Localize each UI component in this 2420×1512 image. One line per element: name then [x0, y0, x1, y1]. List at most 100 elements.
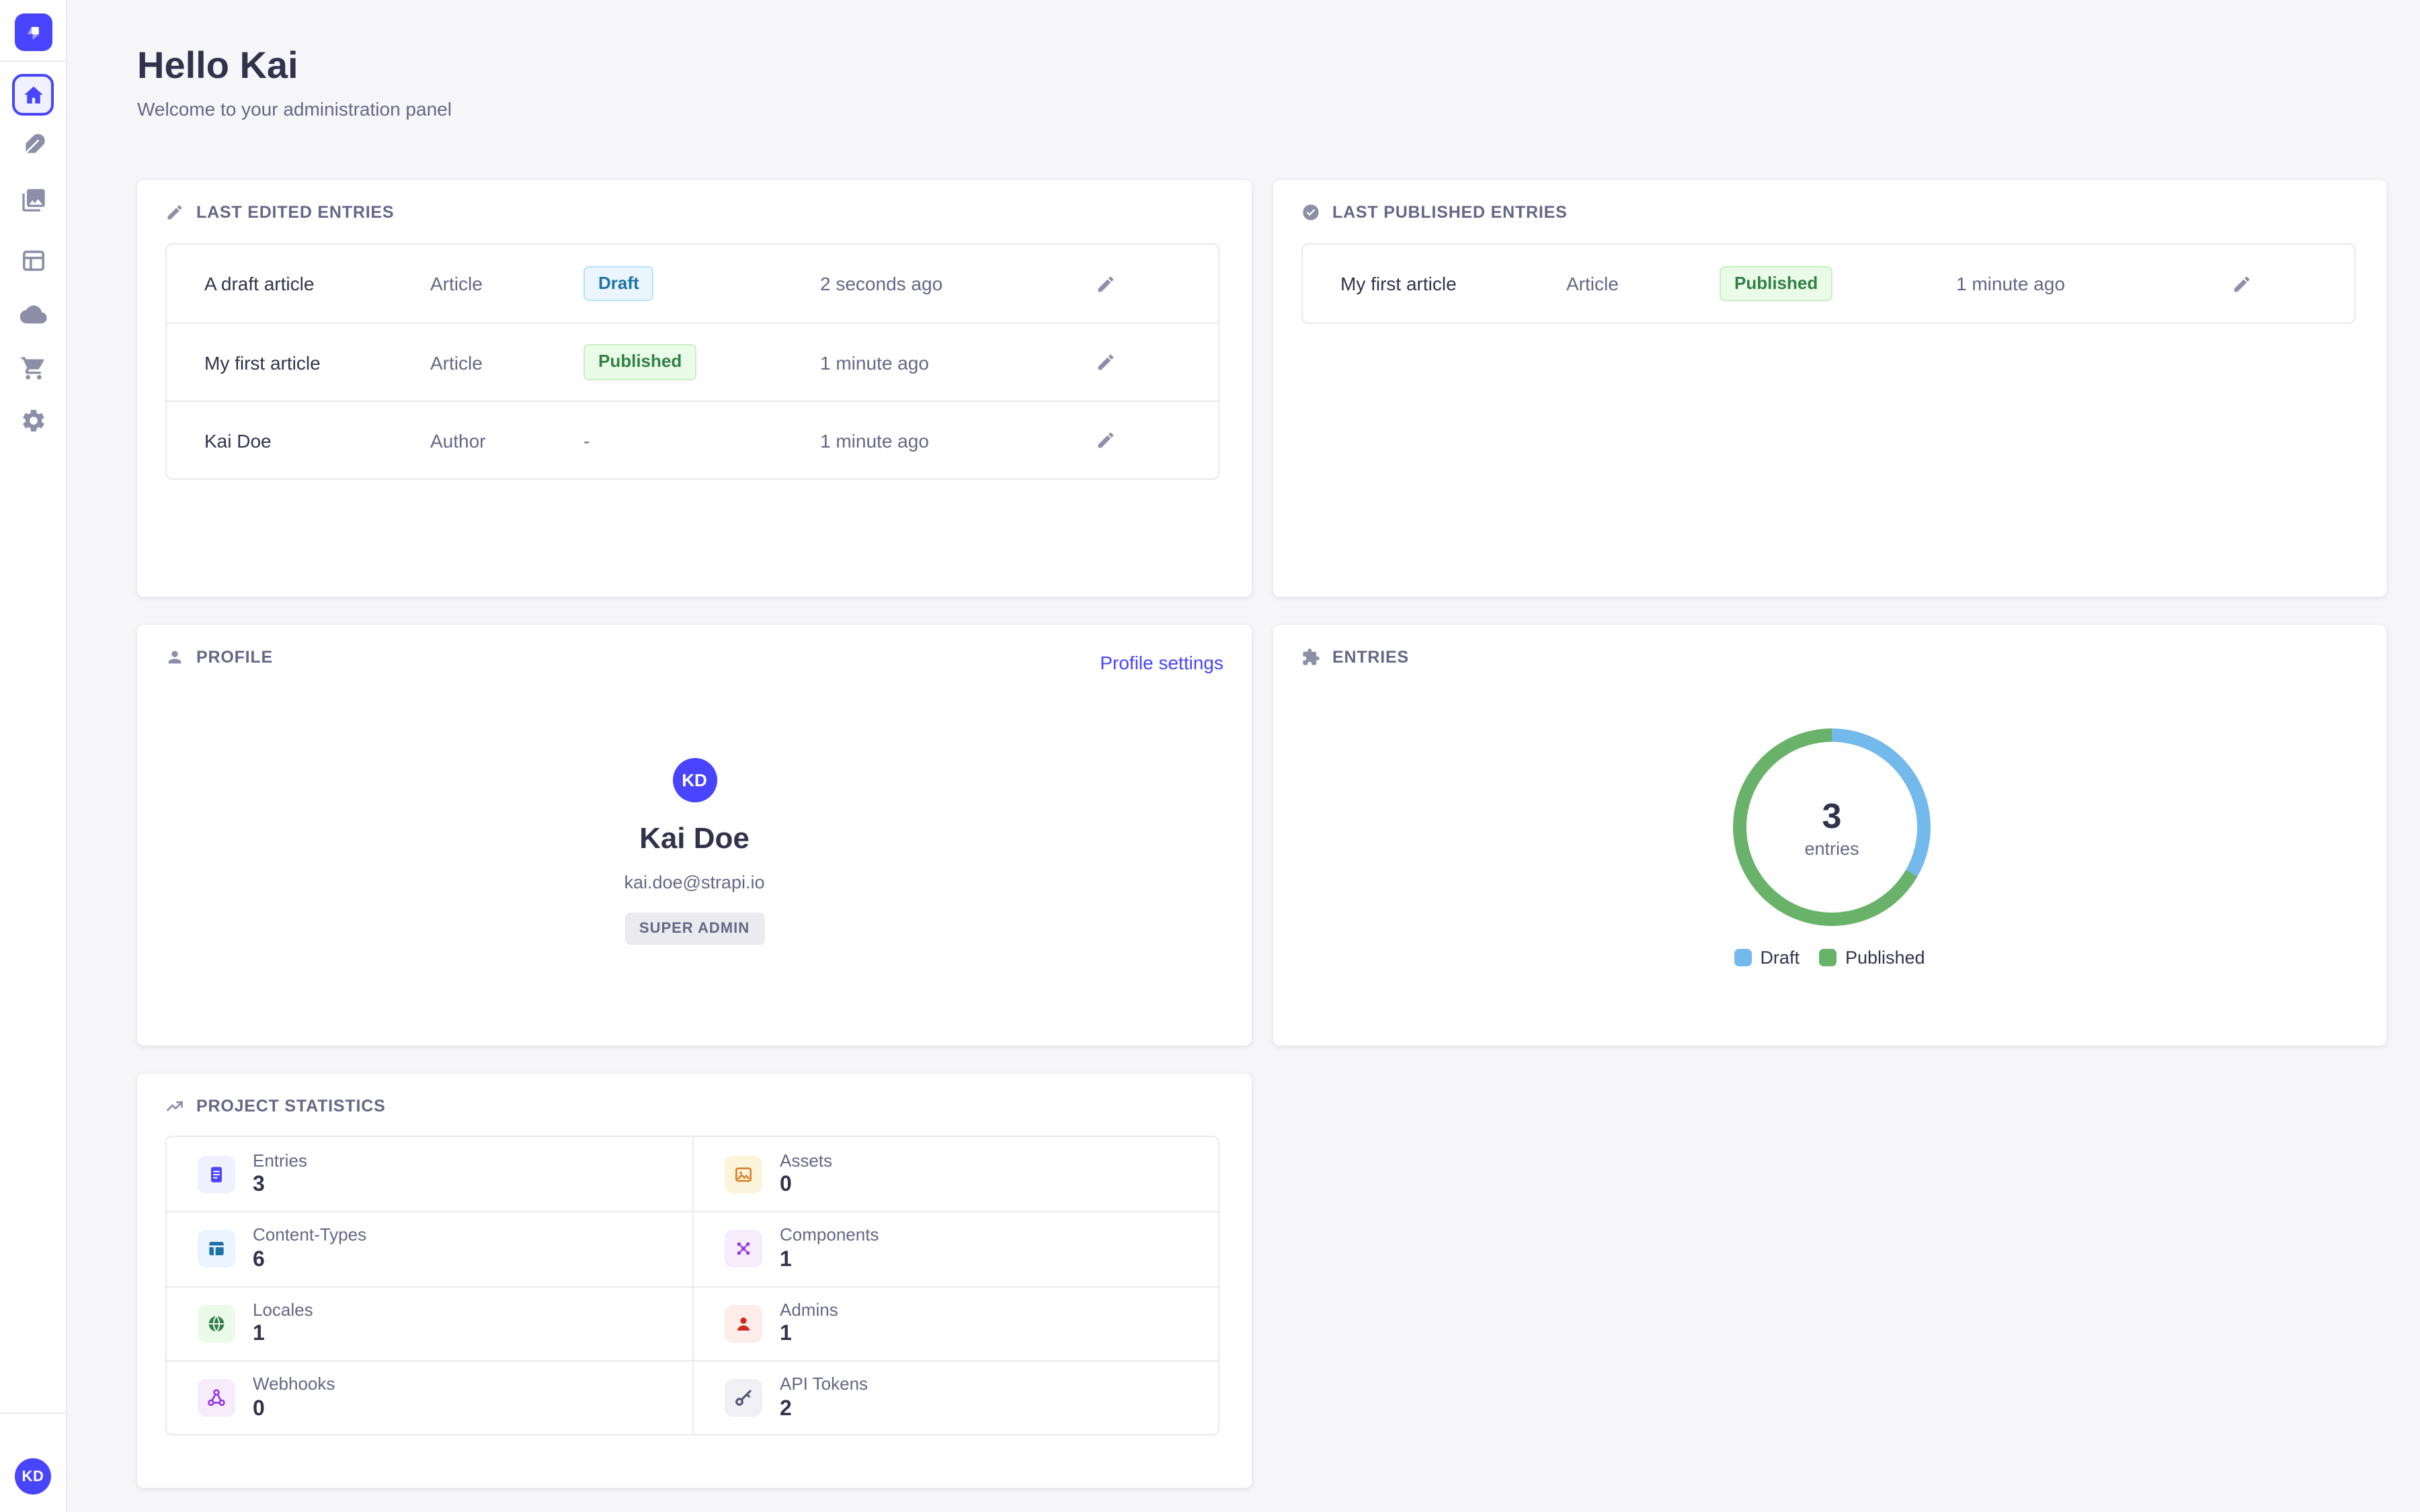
pencil-icon	[1097, 354, 1113, 370]
entries-donut: 3 entries	[1733, 728, 1931, 926]
feather-icon	[24, 134, 45, 155]
home-icon	[24, 85, 42, 103]
cloud-icon	[20, 305, 47, 324]
entry-time: 1 minute ago	[1956, 273, 2065, 294]
sidebar-item-content-manager[interactable]	[0, 132, 67, 159]
profile-settings-link[interactable]: Profile settings	[1100, 652, 1223, 673]
person-icon	[725, 1304, 762, 1343]
entry-name: My first article	[1340, 273, 1457, 294]
entry-time: 1 minute ago	[820, 429, 929, 451]
sidebar-item-deploy[interactable]	[0, 301, 67, 328]
entry-type: Article	[430, 351, 483, 373]
stat-value: 1	[253, 1322, 265, 1346]
entries-title: ENTRIES	[1332, 648, 1409, 667]
layout-icon	[23, 250, 44, 271]
profile-header: PROFILE	[165, 648, 273, 667]
legend-swatch-published	[1819, 949, 1837, 966]
last-edited-table: A draft article Article Draft 2 seconds …	[165, 243, 1219, 480]
sidebar-user-avatar[interactable]: KD	[15, 1458, 51, 1495]
strapi-logo-icon	[28, 27, 39, 40]
stat-label: Assets	[780, 1150, 833, 1171]
project-statistics-card: PROJECT STATISTICS Entries 3 Assets 0	[137, 1074, 1252, 1488]
last-edited-entries-card: LAST EDITED ENTRIES A draft article Arti…	[137, 180, 1252, 597]
profile-name: Kai Doe	[639, 821, 750, 855]
stat-label: Content-Types	[253, 1224, 367, 1245]
page-subtitle: Welcome to your administration panel	[137, 98, 452, 120]
edit-entry-button[interactable]	[1089, 346, 1121, 378]
globe-icon	[198, 1304, 235, 1343]
sidebar-divider-top	[0, 60, 66, 62]
legend-label: Draft	[1760, 948, 1800, 968]
gear-icon	[23, 409, 44, 432]
sidebar-item-media-library[interactable]	[0, 187, 67, 214]
edit-entry-button[interactable]	[1089, 424, 1121, 456]
puzzle-icon	[1303, 648, 1320, 665]
stat-admins: Admins 1	[692, 1286, 1218, 1360]
entry-name: Kai Doe	[204, 429, 272, 451]
strapi-logo[interactable]	[15, 13, 52, 51]
status-badge: Published	[583, 344, 697, 380]
edit-entry-button[interactable]	[2225, 267, 2257, 300]
stat-value: 3	[253, 1173, 265, 1197]
stat-assets: Assets 0	[692, 1137, 1218, 1212]
stat-label: Components	[780, 1224, 879, 1245]
donut-center: 3 entries	[1733, 728, 1931, 926]
status-badge: Published	[1720, 265, 1833, 302]
sidebar-item-content-type-builder[interactable]	[0, 247, 67, 274]
legend-item-published: Published	[1819, 948, 1925, 968]
stat-label: API Tokens	[780, 1373, 869, 1394]
stat-value: 1	[780, 1249, 792, 1272]
pencil-icon	[1097, 432, 1113, 448]
stat-value: 0	[253, 1397, 265, 1421]
entry-time: 1 minute ago	[820, 351, 929, 373]
legend-item-draft: Draft	[1734, 948, 1800, 968]
last-published-title: LAST PUBLISHED ENTRIES	[1332, 203, 1568, 222]
images-icon	[22, 189, 45, 212]
pencil-icon	[167, 205, 182, 220]
last-edited-header: LAST EDITED ENTRIES	[165, 203, 394, 222]
sidebar: KD	[0, 0, 67, 1512]
trending-up-icon	[167, 1101, 183, 1111]
entry-name: My first article	[204, 351, 321, 373]
stat-value: 1	[780, 1322, 792, 1346]
stat-label: Entries	[253, 1150, 307, 1171]
status-empty: -	[583, 429, 590, 451]
donut-total: 3	[1822, 796, 1842, 836]
stat-value: 0	[780, 1173, 792, 1197]
profile-email: kai.doe@strapi.io	[624, 872, 765, 892]
project-statistics-header: PROJECT STATISTICS	[165, 1097, 386, 1116]
key-icon	[725, 1378, 762, 1417]
stat-content-types: Content-Types 6	[167, 1211, 692, 1286]
pencil-icon	[2233, 276, 2249, 292]
table-row: A draft article Article Draft 2 seconds …	[167, 245, 1218, 323]
page-title: Hello Kai	[137, 44, 298, 86]
profile-card: PROFILE Profile settings KD Kai Doe kai.…	[137, 625, 1252, 1046]
chart-legend: Draft Published	[1273, 948, 2386, 968]
table-row: My first article Article Published 1 min…	[1303, 245, 2354, 323]
entry-name: A draft article	[204, 273, 315, 294]
stat-label: Admins	[780, 1299, 838, 1320]
stats-grid: Entries 3 Assets 0 Content-Types 6	[165, 1136, 1219, 1435]
edit-entry-button[interactable]	[1089, 267, 1121, 300]
sidebar-item-home[interactable]	[12, 74, 54, 116]
shopping-cart-icon	[21, 357, 44, 380]
stat-label: Webhooks	[253, 1373, 335, 1394]
legend-label: Published	[1845, 948, 1925, 968]
stat-value: 2	[780, 1397, 792, 1421]
picture-icon	[725, 1155, 762, 1193]
molecule-icon	[725, 1230, 762, 1268]
pencil-icon	[1097, 276, 1113, 292]
sidebar-item-marketplace[interactable]	[0, 355, 67, 382]
donut-total-label: entries	[1804, 839, 1859, 859]
entry-type: Author	[430, 429, 486, 451]
table-row: Kai Doe Author - 1 minute ago	[167, 401, 1218, 478]
stat-entries: Entries 3	[167, 1137, 692, 1212]
last-published-entries-card: LAST PUBLISHED ENTRIES My first article …	[1273, 180, 2386, 597]
status-badge: Draft	[583, 265, 654, 302]
sidebar-item-settings[interactable]	[0, 407, 67, 434]
entries-header: ENTRIES	[1301, 648, 1409, 667]
entry-time: 2 seconds ago	[820, 273, 943, 294]
last-edited-title: LAST EDITED ENTRIES	[196, 203, 395, 222]
webhook-icon	[198, 1378, 235, 1417]
